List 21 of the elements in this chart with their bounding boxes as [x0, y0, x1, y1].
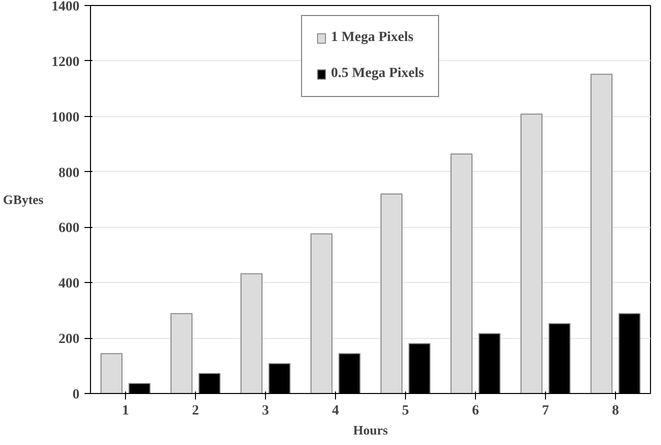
- x-tick-label: 3: [262, 404, 269, 418]
- legend-label: 1 Mega Pixels: [331, 30, 414, 46]
- x-tick-label: 7: [542, 404, 549, 418]
- x-tick-label: 1: [122, 404, 129, 418]
- y-tick-label: 1200: [52, 54, 80, 70]
- y-tick-label: 0: [72, 388, 80, 402]
- y-tick-label: 800: [58, 166, 80, 181]
- y-axis-title: GBytes: [3, 192, 44, 207]
- y-tick-label: 1000: [52, 110, 80, 126]
- y-tick-label: 600: [58, 221, 80, 236]
- x-axis-title: Hours: [353, 422, 388, 438]
- y-tick-label: 400: [58, 276, 80, 292]
- legend-label: 0.5 Mega Pixels: [331, 66, 424, 82]
- x-tick-label: 5: [402, 404, 409, 418]
- x-tick-label: 6: [472, 404, 479, 418]
- bar: [100, 353, 122, 394]
- x-tick-label: 8: [612, 404, 619, 418]
- y-tick-label: 1400: [52, 0, 80, 14]
- x-tick-label: 2: [192, 404, 199, 418]
- x-tick-label: 4: [332, 404, 339, 418]
- y-tick-label: 200: [58, 332, 80, 348]
